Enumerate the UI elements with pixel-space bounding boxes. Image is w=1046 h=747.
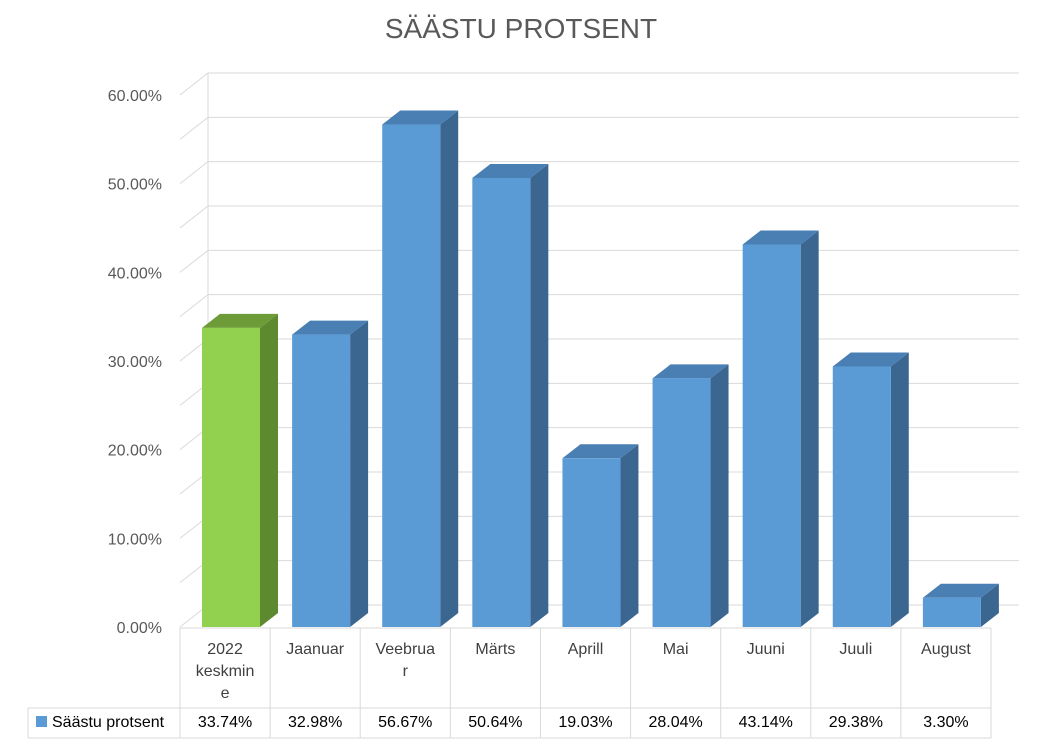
y-tick-label: 30.00% [108, 354, 162, 371]
data-label: 3.30% [923, 714, 968, 731]
category-label: Juuni [747, 641, 785, 658]
y-tick-label: 40.00% [108, 265, 162, 282]
category-label: Jaanuar [286, 641, 344, 658]
data-label: 56.67% [378, 714, 432, 731]
category-label: Märts [475, 641, 515, 658]
bar-front [562, 458, 621, 627]
bar-top [922, 583, 999, 598]
bar-side [350, 320, 369, 627]
series-name: Säästu protsent [52, 714, 165, 731]
gridline-depth [179, 294, 209, 318]
bar [742, 230, 819, 627]
bar-front [202, 327, 260, 627]
bar [562, 444, 639, 627]
bar [832, 352, 909, 627]
y-tick-label: 0.00% [117, 620, 162, 637]
data-label: 33.74% [198, 714, 252, 731]
bar-top [472, 163, 549, 178]
category-label: r [403, 663, 409, 680]
bar-top [292, 320, 369, 335]
chart-title: SÄÄSTU PROTSENT [385, 13, 657, 44]
data-label: 50.64% [468, 714, 522, 731]
bar-side [890, 352, 909, 627]
bar-side [440, 110, 459, 627]
category-label: Aprill [568, 641, 604, 658]
category-label: Mai [663, 641, 689, 658]
bar-side [620, 444, 639, 627]
bar-front [832, 366, 891, 627]
bar-front [652, 378, 711, 627]
bar-front [292, 334, 351, 627]
legend-key [36, 716, 47, 727]
y-axis-ticks: 0.00% 10.00% 20.00% 30.00% 40.00% 50.00% 60.00… [108, 88, 162, 637]
bar-front [472, 177, 531, 627]
bar-side [800, 230, 819, 627]
data-label: 28.04% [648, 714, 702, 731]
category-label: Veebrua [375, 641, 435, 658]
bar-side [530, 163, 549, 627]
gridline-depth [179, 116, 209, 140]
bar [922, 583, 999, 627]
y-tick-label: 50.00% [108, 177, 162, 194]
data-label: 29.38% [829, 714, 883, 731]
y-tick-label: 60.00% [108, 88, 162, 105]
bar-front [742, 244, 801, 627]
y-tick-label: 10.00% [108, 531, 162, 548]
bar-top [202, 313, 278, 328]
bar-top [562, 444, 639, 459]
bar-top [382, 110, 459, 125]
bar-front [922, 597, 981, 627]
bar [652, 364, 729, 627]
bars [202, 110, 999, 627]
data-label: 19.03% [558, 714, 612, 731]
bar-side [260, 313, 278, 627]
gridline-depth [179, 205, 209, 229]
gridline-depth [179, 72, 209, 96]
gridline-depth [179, 249, 209, 273]
category-label: Juuli [839, 641, 872, 658]
data-label: 32.98% [288, 714, 342, 731]
data-label: 43.14% [739, 714, 793, 731]
data-table: 2022 keskmin e Jaanuar Veebrua r Märts Aprill Ma… [27, 627, 992, 739]
bar-top [742, 230, 819, 245]
category-label: e [221, 685, 230, 702]
bar-front [382, 124, 441, 627]
bar-top [652, 364, 729, 379]
bar-top [832, 352, 909, 367]
bar [472, 163, 549, 627]
gridline-depth [179, 161, 209, 185]
category-label: keskmin [196, 663, 255, 680]
category-label: 2022 [207, 641, 243, 658]
bar-side [710, 364, 729, 627]
bar [202, 313, 278, 627]
category-label: August [921, 641, 971, 658]
bar-side [980, 583, 999, 627]
y-tick-label: 20.00% [108, 443, 162, 460]
bar [382, 110, 459, 627]
bar [292, 320, 369, 627]
